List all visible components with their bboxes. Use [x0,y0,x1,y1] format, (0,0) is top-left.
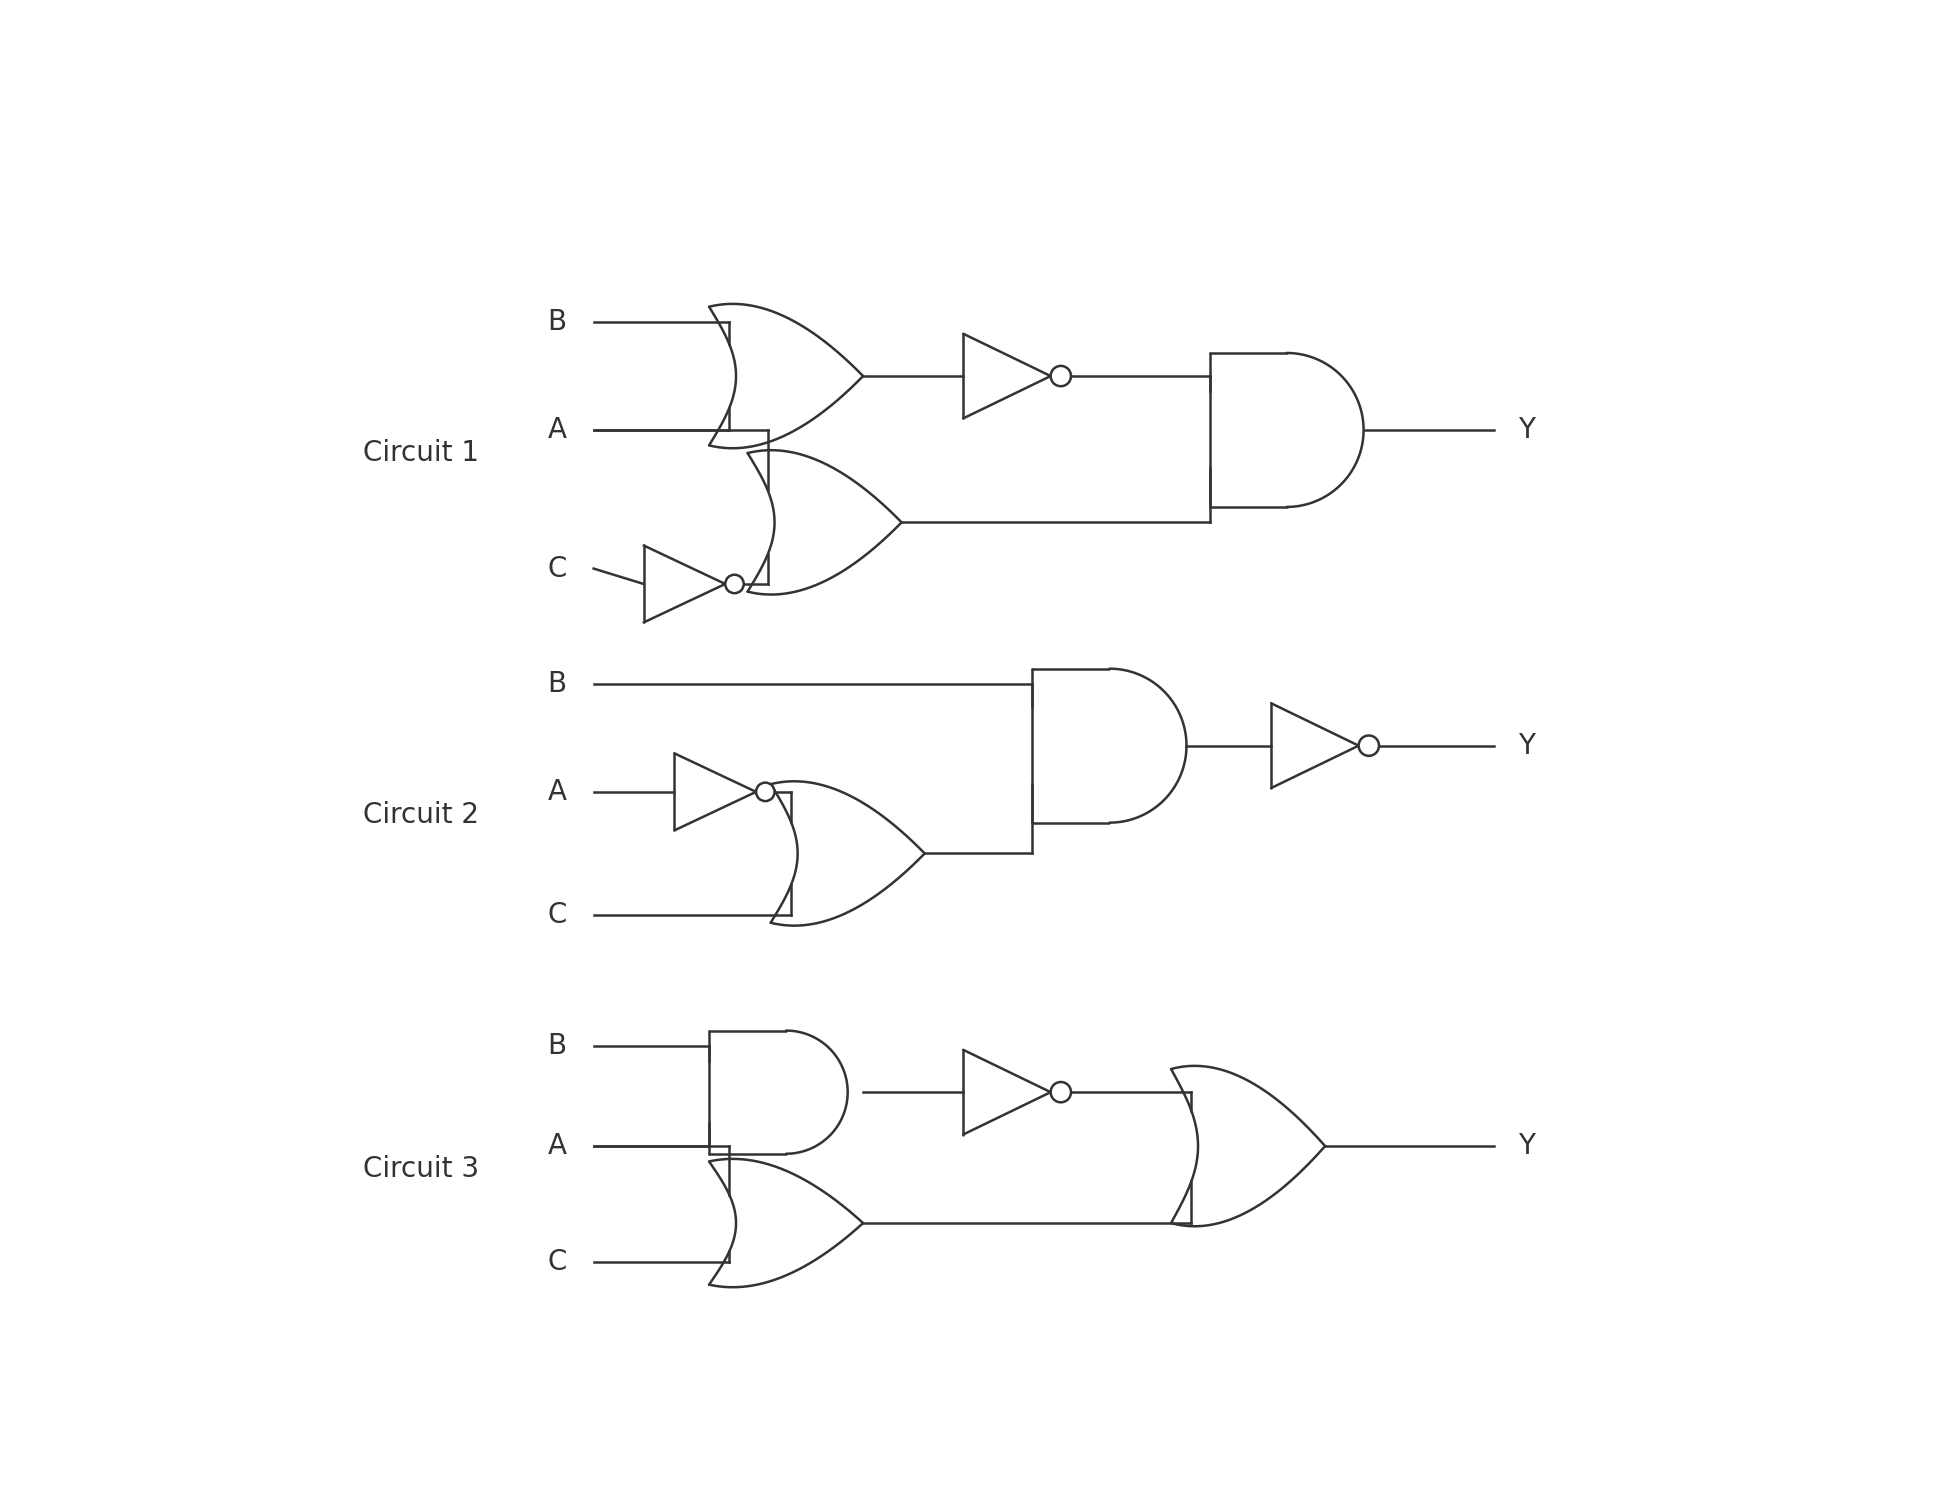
Text: B: B [548,308,566,337]
Text: Circuit 3: Circuit 3 [362,1155,479,1184]
Text: A: A [548,417,566,444]
Text: Y: Y [1517,731,1535,760]
Circle shape [725,575,744,593]
Text: B: B [548,1032,566,1060]
Text: Y: Y [1517,1133,1535,1160]
Text: C: C [547,1247,566,1275]
Circle shape [1359,735,1380,757]
Text: Circuit 2: Circuit 2 [362,802,479,829]
Circle shape [1050,365,1072,387]
Text: Circuit 1: Circuit 1 [362,439,479,468]
Text: B: B [548,671,566,698]
Circle shape [1050,1081,1072,1102]
Text: A: A [548,778,566,806]
Circle shape [756,782,775,802]
Text: C: C [547,555,566,582]
Text: A: A [548,1133,566,1160]
Text: C: C [547,901,566,929]
Text: Y: Y [1517,417,1535,444]
